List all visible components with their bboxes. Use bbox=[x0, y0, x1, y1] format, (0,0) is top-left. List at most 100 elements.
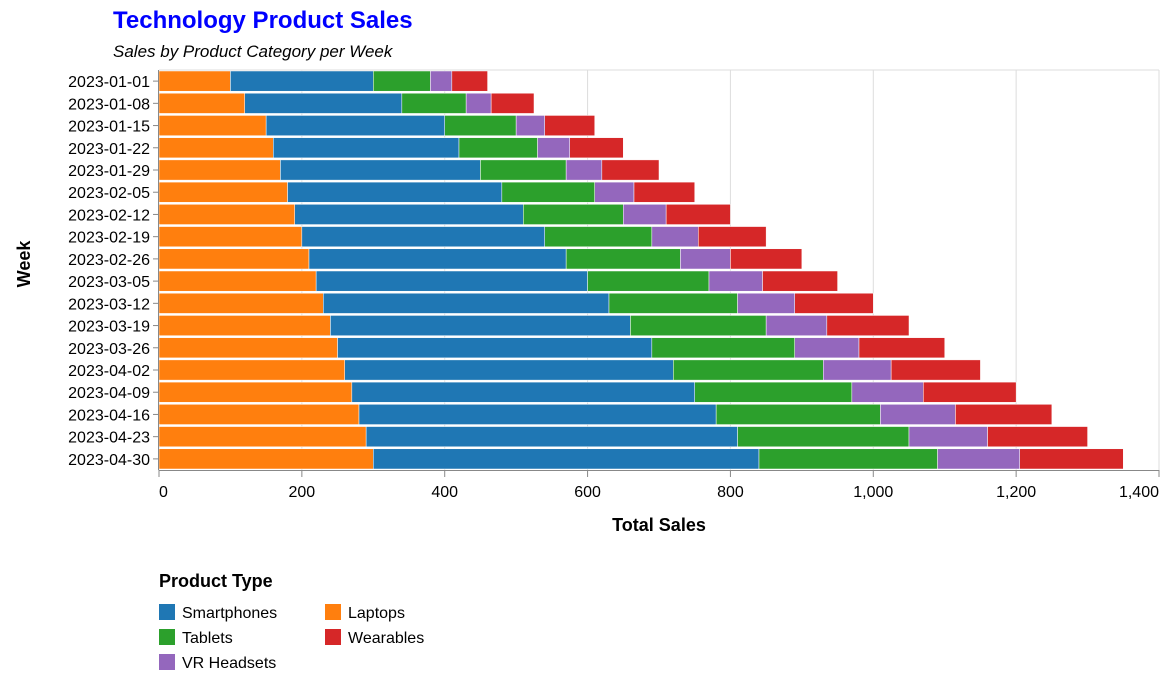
legend-swatch-vr-headsets bbox=[159, 654, 175, 670]
bar-vr-headsets-2023-03-05 bbox=[708, 270, 763, 292]
gridlines bbox=[158, 69, 1160, 470]
bar-tablets-2023-01-22 bbox=[458, 137, 538, 159]
bar-smartphones-2023-01-22 bbox=[273, 137, 460, 159]
bar-laptops-2023-02-26 bbox=[158, 248, 310, 270]
y-tick-label: 2023-04-16 bbox=[68, 407, 150, 424]
bar-laptops-2023-01-08 bbox=[158, 92, 245, 114]
bar-tablets-2023-04-30 bbox=[758, 448, 938, 470]
bar-smartphones-2023-02-12 bbox=[294, 204, 524, 225]
bar-tablets-2023-01-15 bbox=[444, 115, 517, 136]
x-tick-label: 1,400 bbox=[1119, 484, 1159, 501]
bar-tablets-2023-02-26 bbox=[565, 248, 681, 270]
bar-wearables-2023-01-08 bbox=[490, 92, 535, 114]
bar-vr-headsets-2023-04-16 bbox=[880, 404, 956, 425]
bar-smartphones-2023-02-19 bbox=[301, 226, 545, 248]
bar-laptops-2023-04-23 bbox=[158, 426, 367, 448]
legend-swatch-smartphones bbox=[159, 604, 175, 620]
bar-wearables-2023-04-16 bbox=[955, 404, 1053, 425]
bar-smartphones-2023-03-05 bbox=[315, 270, 588, 292]
y-tick-label: 2023-02-12 bbox=[68, 207, 150, 224]
x-tick-label: 800 bbox=[717, 484, 744, 501]
bar-wearables-2023-03-19 bbox=[826, 315, 910, 336]
x-axis-title: Total Sales bbox=[612, 515, 706, 535]
bar-smartphones-2023-02-05 bbox=[287, 181, 503, 203]
bar-wearables-2023-01-22 bbox=[569, 137, 624, 159]
bar-vr-headsets-2023-01-22 bbox=[537, 137, 570, 159]
bar-laptops-2023-02-19 bbox=[158, 226, 303, 248]
legend: Product Type Smartphones Laptops Tablets We… bbox=[159, 571, 424, 672]
bar-smartphones-2023-03-12 bbox=[323, 292, 610, 314]
bar-wearables-2023-01-15 bbox=[544, 115, 595, 136]
legend-label-smartphones: Smartphones bbox=[182, 605, 277, 622]
bar-smartphones-2023-04-16 bbox=[358, 404, 717, 425]
bar-laptops-2023-03-05 bbox=[158, 270, 317, 292]
y-tick-label: 2023-01-08 bbox=[68, 96, 150, 113]
legend-swatch-wearables bbox=[325, 629, 341, 645]
x-tick-label: 600 bbox=[574, 484, 601, 501]
y-tick-label: 2023-03-26 bbox=[68, 341, 150, 358]
bar-tablets-2023-01-08 bbox=[401, 92, 467, 114]
bar-wearables-2023-04-23 bbox=[987, 426, 1088, 448]
bars bbox=[158, 70, 1124, 470]
x-tick-label: 1,000 bbox=[853, 484, 893, 501]
y-tick-label: 2023-01-29 bbox=[68, 163, 150, 180]
bar-laptops-2023-02-12 bbox=[158, 204, 295, 225]
y-tick-label: 2023-02-05 bbox=[68, 185, 150, 202]
y-tick-label: 2023-02-19 bbox=[68, 230, 150, 247]
y-tick-label: 2023-01-01 bbox=[68, 74, 150, 91]
bar-laptops-2023-02-05 bbox=[158, 181, 288, 203]
bar-tablets-2023-04-23 bbox=[737, 426, 910, 448]
bar-smartphones-2023-03-26 bbox=[337, 337, 653, 359]
bar-wearables-2023-02-05 bbox=[633, 181, 695, 203]
bar-smartphones-2023-01-29 bbox=[280, 159, 481, 181]
bar-laptops-2023-04-30 bbox=[158, 448, 374, 470]
bar-smartphones-2023-02-26 bbox=[308, 248, 567, 270]
legend-swatch-tablets bbox=[159, 629, 175, 645]
bar-tablets-2023-03-19 bbox=[630, 315, 767, 336]
chart-subtitle: Sales by Product Category per Week bbox=[113, 42, 394, 61]
bar-vr-headsets-2023-04-02 bbox=[823, 359, 892, 381]
bar-vr-headsets-2023-01-08 bbox=[465, 92, 492, 114]
legend-title: Product Type bbox=[159, 571, 273, 591]
bar-tablets-2023-02-19 bbox=[544, 226, 653, 248]
bar-vr-headsets-2023-02-05 bbox=[594, 181, 635, 203]
chart-title: Technology Product Sales bbox=[113, 7, 413, 34]
bar-tablets-2023-02-05 bbox=[501, 181, 595, 203]
bar-tablets-2023-01-01 bbox=[373, 70, 431, 92]
bar-wearables-2023-01-29 bbox=[601, 159, 660, 181]
bar-wearables-2023-02-26 bbox=[730, 248, 803, 270]
bar-wearables-2023-02-12 bbox=[665, 204, 731, 225]
axes: 2023-01-01 2023-01-08 2023-01-15 2023-01-22… bbox=[68, 70, 1160, 501]
bar-laptops-2023-03-19 bbox=[158, 315, 331, 336]
y-tick-label: 2023-03-12 bbox=[68, 296, 150, 313]
y-tick-label: 2023-03-19 bbox=[68, 319, 150, 336]
bar-laptops-2023-04-16 bbox=[158, 404, 360, 425]
bar-vr-headsets-2023-02-19 bbox=[651, 226, 699, 248]
bar-vr-headsets-2023-01-15 bbox=[515, 115, 545, 136]
legend-label-tablets: Tablets bbox=[182, 630, 233, 647]
bar-vr-headsets-2023-02-12 bbox=[623, 204, 667, 225]
y-tick-label: 2023-02-26 bbox=[68, 252, 150, 269]
bar-tablets-2023-04-02 bbox=[673, 359, 824, 381]
y-tick-label: 2023-01-15 bbox=[68, 119, 150, 136]
bar-smartphones-2023-04-09 bbox=[351, 381, 695, 403]
bar-tablets-2023-03-26 bbox=[651, 337, 795, 359]
bar-vr-headsets-2023-02-26 bbox=[680, 248, 731, 270]
legend-swatch-laptops bbox=[325, 604, 341, 620]
bar-tablets-2023-03-12 bbox=[608, 292, 738, 314]
bar-laptops-2023-04-09 bbox=[158, 381, 353, 403]
bar-wearables-2023-03-12 bbox=[794, 292, 874, 314]
bar-wearables-2023-03-05 bbox=[762, 270, 838, 292]
bar-smartphones-2023-04-30 bbox=[373, 448, 760, 470]
bar-tablets-2023-04-09 bbox=[694, 381, 853, 403]
bar-vr-headsets-2023-03-12 bbox=[737, 292, 795, 314]
bar-vr-headsets-2023-01-01 bbox=[430, 70, 453, 92]
bar-tablets-2023-01-29 bbox=[480, 159, 567, 181]
y-tick-label: 2023-03-05 bbox=[68, 274, 150, 291]
y-tick-label: 2023-04-09 bbox=[68, 385, 150, 402]
bar-tablets-2023-02-12 bbox=[523, 204, 624, 225]
bar-wearables-2023-02-19 bbox=[698, 226, 767, 248]
legend-label-wearables: Wearables bbox=[348, 630, 424, 647]
x-tick-label: 200 bbox=[289, 484, 316, 501]
bar-smartphones-2023-03-19 bbox=[330, 315, 631, 336]
